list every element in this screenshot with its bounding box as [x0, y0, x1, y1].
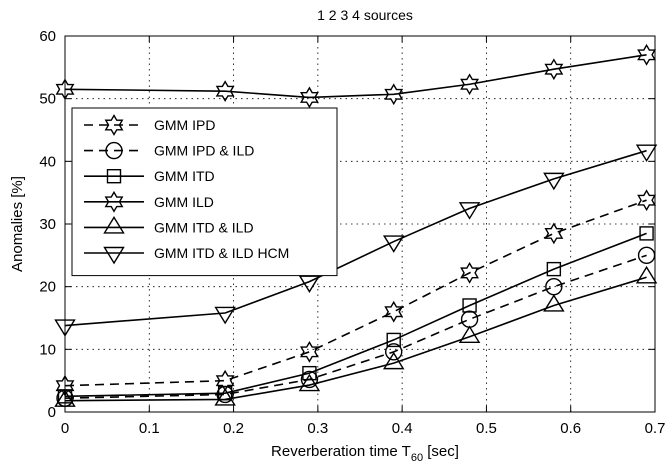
- triangle-up-marker: [214, 388, 236, 406]
- hexagram-marker: [215, 80, 235, 103]
- series-line-5: [64, 276, 647, 402]
- y-tick-label: 50: [39, 91, 56, 108]
- triangle-up-marker: [635, 265, 658, 284]
- triangle-up-marker: [382, 351, 405, 370]
- x-tick-label: 0.4: [392, 420, 413, 437]
- x-axis-label: Reverberation time T60 [sec]: [271, 443, 459, 464]
- square-marker: [386, 332, 401, 348]
- tick-labels: 0 0.1 0.2 0.3 0.4 0.5 0.6 0.7 0 10 20 30 40 50 60: [39, 28, 665, 437]
- circle-marker: [300, 370, 319, 389]
- legend-label: GMM ILD: [154, 194, 214, 210]
- chart-title: 1 2 3 4 sources: [317, 7, 413, 23]
- triangle-down-marker: [298, 275, 321, 293]
- circle-marker: [460, 310, 479, 328]
- square-marker: [217, 386, 233, 401]
- x-tick-label: 0.6: [560, 420, 581, 437]
- circle-marker: [385, 343, 403, 361]
- x-tick-label: 0.2: [223, 420, 244, 437]
- x-axis-label-unit: [sec]: [423, 443, 459, 460]
- hexagram-marker: [104, 114, 124, 136]
- square-marker: [302, 365, 317, 381]
- y-tick-label: 60: [39, 28, 56, 45]
- series-line-6: [64, 149, 647, 327]
- square-marker: [462, 298, 477, 313]
- triangle-down-marker: [214, 306, 236, 325]
- circle-marker: [105, 141, 123, 160]
- hexagram-marker: [460, 73, 480, 96]
- ticks: [64, 35, 656, 413]
- hexagram-marker: [384, 300, 404, 323]
- hexagram-marker: [544, 222, 564, 245]
- triangle-up-marker: [298, 373, 321, 392]
- legend-item: GMM IPD: [84, 114, 215, 136]
- circle-marker: [545, 277, 563, 296]
- square-marker: [639, 226, 654, 241]
- series-line-2: [64, 254, 647, 400]
- legend-label: GMM ITD & ILD HCM: [154, 245, 289, 261]
- x-tick-label: 0.5: [476, 420, 497, 437]
- legend-item: GMM ITD & ILD: [84, 216, 254, 235]
- hexagram-marker: [544, 58, 564, 81]
- y-axis-label: Anomalies [%]: [9, 176, 26, 272]
- x-tick-label: 0.1: [139, 420, 160, 437]
- hexagram-marker: [299, 86, 319, 109]
- triangle-up-marker: [458, 325, 481, 343]
- triangle-down-marker: [103, 246, 125, 265]
- legend-label: GMM IPD & ILD: [154, 143, 254, 159]
- x-axis-label-subscript: 60: [411, 452, 423, 464]
- legend-item: GMM ITD & ILD HCM: [84, 245, 289, 265]
- y-tick-label: 40: [39, 153, 56, 170]
- square-marker: [106, 168, 122, 184]
- legend-item: GMM ILD: [84, 190, 214, 213]
- legend-item: GMM ITD: [84, 168, 215, 184]
- triangle-down-marker: [635, 144, 658, 163]
- hexagram-marker: [460, 261, 480, 284]
- square-marker: [546, 261, 562, 277]
- y-tick-label: 20: [39, 279, 56, 296]
- triangle-up-marker: [543, 294, 565, 312]
- y-tick-label: 30: [39, 216, 56, 233]
- x-axis-label-main: Reverberation time T: [271, 443, 411, 460]
- circle-marker: [637, 246, 656, 265]
- triangle-down-marker: [382, 235, 405, 253]
- x-tick-label: 0.7: [645, 420, 666, 437]
- series-line-4: [64, 54, 647, 99]
- hexagram-marker: [104, 190, 124, 213]
- series-markers-3: [57, 226, 654, 404]
- triangle-down-marker: [543, 172, 565, 191]
- legend-item: GMM IPD & ILD: [84, 141, 254, 160]
- hexagram-marker: [299, 340, 319, 363]
- series-markers-5: [54, 265, 658, 407]
- x-tick-label: 0.3: [307, 420, 328, 437]
- series-markers-4: [55, 43, 657, 109]
- series-line-3: [64, 232, 647, 398]
- y-tick-label: 10: [39, 341, 56, 358]
- triangle-down-marker: [458, 202, 481, 220]
- hexagram-marker: [384, 83, 404, 106]
- legend-label: GMM ITD & ILD: [154, 219, 254, 235]
- legend-label: GMM IPD: [154, 117, 215, 133]
- y-tick-label: 0: [48, 404, 56, 421]
- legend-label: GMM ITD: [154, 168, 215, 184]
- triangle-up-marker: [103, 216, 125, 234]
- legend: GMM IPD GMM IPD & ILD GMM ITD GMM ILD GMM IT…: [71, 107, 338, 277]
- x-tick-label: 0: [61, 420, 69, 437]
